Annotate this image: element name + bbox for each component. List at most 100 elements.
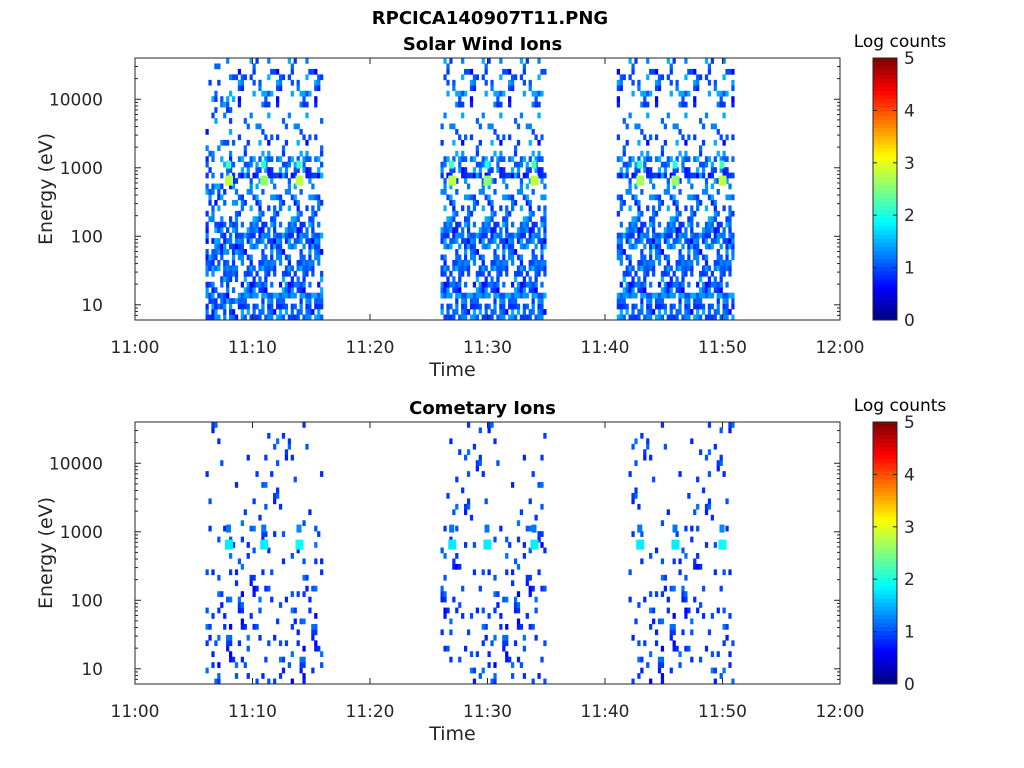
peak-cell [531, 160, 537, 169]
data-cell [625, 161, 629, 168]
data-cell [681, 591, 685, 597]
data-cell [446, 276, 450, 283]
data-cell [713, 309, 717, 315]
data-cell [481, 232, 485, 239]
data-cell [516, 265, 521, 272]
data-cell [663, 139, 667, 146]
data-cell [634, 270, 638, 277]
data-cell [690, 210, 694, 217]
data-cell [649, 607, 653, 614]
data-cell [634, 183, 638, 190]
data-cell [446, 287, 450, 294]
data-cell [440, 167, 444, 173]
data-cell [505, 640, 509, 647]
data-cell [646, 443, 650, 450]
data-cell [731, 422, 735, 428]
data-cell [290, 265, 294, 272]
data-cell [452, 309, 456, 315]
data-cell [229, 150, 233, 157]
data-cell [531, 678, 535, 685]
colorbar-segment [873, 548, 897, 554]
data-cell [519, 314, 524, 321]
data-cell [616, 210, 620, 217]
data-cell [540, 243, 544, 250]
data-cell [666, 227, 670, 233]
data-cell [707, 629, 712, 636]
data-cell [699, 249, 703, 255]
data-cell [490, 276, 494, 283]
data-cell [261, 238, 265, 244]
data-cell [508, 101, 512, 108]
data-cell [255, 123, 259, 130]
data-cell [252, 281, 256, 288]
data-cell [643, 281, 647, 288]
data-cell [281, 558, 286, 565]
data-cell [516, 139, 521, 146]
data-cell [461, 238, 465, 244]
data-cell [634, 199, 638, 206]
data-cell [628, 238, 632, 244]
data-cell [543, 194, 547, 201]
data-cell [528, 167, 532, 173]
data-cell [637, 265, 641, 272]
colorbar-segment [873, 115, 897, 120]
data-cell [234, 227, 239, 233]
data-cell [678, 651, 682, 658]
data-cell [246, 161, 250, 168]
data-cell [249, 525, 253, 532]
data-cell [725, 309, 729, 315]
data-cell [455, 503, 459, 510]
data-cell [640, 238, 644, 244]
data-cell [264, 531, 268, 537]
data-cell [649, 90, 653, 97]
data-cell [223, 525, 227, 532]
data-cell [660, 618, 665, 625]
data-cell [663, 270, 667, 277]
data-cell [443, 525, 447, 532]
data-cell [299, 259, 303, 266]
data-cell [666, 221, 670, 228]
data-cell [649, 238, 653, 244]
data-cell [684, 58, 688, 64]
data-cell [317, 298, 321, 304]
data-cell [710, 651, 714, 658]
peak-cell [261, 160, 267, 169]
data-cell [478, 232, 482, 239]
colorbar-segment [873, 565, 897, 570]
data-cell [713, 139, 717, 146]
x-tick-label: 11:10 [228, 338, 277, 358]
data-cell [519, 161, 524, 168]
data-cell [246, 232, 250, 239]
data-cell [537, 314, 541, 321]
data-cell [252, 265, 256, 272]
data-cell [625, 309, 629, 315]
data-cell [278, 673, 283, 679]
data-cell [296, 232, 300, 239]
data-cell [461, 139, 465, 146]
data-cell [637, 656, 641, 663]
colorbar-segment [873, 279, 897, 284]
data-cell [461, 314, 465, 321]
data-cell [699, 303, 703, 310]
data-cell [666, 287, 670, 294]
data-cell [302, 662, 306, 668]
data-cell [660, 574, 665, 581]
data-cell [657, 74, 662, 81]
data-cell [660, 673, 665, 679]
data-cell [255, 194, 259, 201]
data-cell [678, 90, 682, 97]
data-cell [619, 254, 623, 261]
data-cell [531, 232, 535, 239]
data-cell [226, 270, 230, 277]
data-cell [449, 221, 453, 228]
colorbar-segment [873, 250, 897, 255]
data-cell [628, 221, 632, 228]
data-cell [234, 265, 239, 272]
data-cell [214, 640, 218, 647]
data-cell [317, 232, 321, 239]
data-cell [696, 607, 700, 614]
data-cell [237, 68, 242, 75]
data-cell [452, 232, 456, 239]
data-cell [234, 298, 239, 304]
data-cell [716, 90, 720, 97]
